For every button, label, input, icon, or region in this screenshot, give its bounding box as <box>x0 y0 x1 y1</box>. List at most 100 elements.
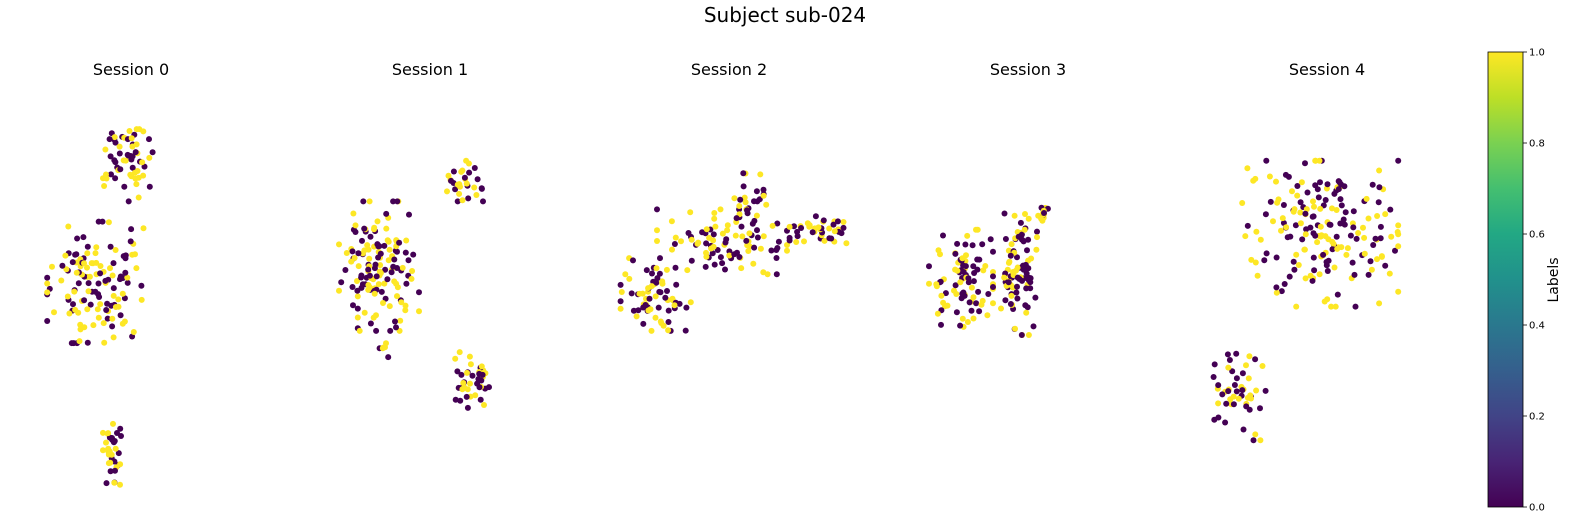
scatter-point <box>138 282 145 289</box>
scatter-point <box>976 308 983 315</box>
scatter-point <box>1211 361 1218 368</box>
scatter-point <box>975 288 982 295</box>
scatter-point <box>70 301 76 308</box>
scatter-point <box>722 266 728 273</box>
scatter-point <box>471 184 478 191</box>
scatter-point <box>460 380 467 386</box>
scatter-point <box>132 251 138 258</box>
scatter-point <box>764 271 771 278</box>
scatter-point <box>744 207 750 214</box>
scatter-point <box>664 288 670 294</box>
scatter-point <box>618 289 625 295</box>
scatter-point <box>365 266 372 273</box>
panel-session-4: Session 4 <box>1210 60 1402 444</box>
scatter-point <box>375 281 382 288</box>
scatter-point <box>717 254 724 261</box>
scatter-point <box>1329 205 1335 212</box>
scatter-point <box>140 225 147 232</box>
scatter-point <box>383 225 390 232</box>
scatter-point <box>724 227 731 234</box>
scatter-point <box>1368 266 1375 273</box>
scatter-point <box>753 212 760 219</box>
scatter-point <box>111 438 118 444</box>
scatter-point <box>402 302 409 309</box>
scatter-point <box>459 386 466 393</box>
scatter-point <box>794 233 801 240</box>
scatter-point <box>769 222 776 229</box>
scatter-point <box>1297 209 1304 216</box>
scatter-point <box>452 396 459 403</box>
scatter-point <box>688 236 695 243</box>
scatter-point <box>378 288 385 295</box>
scatter-point <box>741 194 748 201</box>
scatter-point <box>116 150 123 157</box>
scatter-point <box>1335 186 1342 193</box>
scatter-point <box>731 195 738 202</box>
scatter-point <box>1332 303 1339 310</box>
scatter-point <box>646 295 653 302</box>
colorbar-tick-label: 0.8 <box>1529 139 1545 150</box>
scatter-point <box>1317 179 1323 186</box>
scatter-point <box>1376 184 1383 191</box>
scatter-point <box>1002 297 1009 304</box>
scatter-point <box>399 264 406 271</box>
scatter-point <box>746 243 753 250</box>
scatter-point <box>736 203 743 209</box>
scatter-point <box>990 300 996 307</box>
scatter-point <box>1350 208 1357 215</box>
scatter-point <box>361 225 368 232</box>
scatter-point <box>751 198 757 205</box>
scatter-point <box>970 294 977 301</box>
scatter-point <box>112 304 119 310</box>
scatter-point <box>1333 207 1340 213</box>
scatter-point <box>90 322 97 329</box>
scatter-point <box>739 233 746 240</box>
scatter-point <box>382 295 389 302</box>
scatter-point <box>1365 215 1372 222</box>
scatter-point <box>1309 277 1316 284</box>
scatter-point <box>757 171 764 178</box>
scatter-point <box>1320 251 1327 258</box>
scatter-point <box>129 333 136 340</box>
scatter-point <box>131 169 138 176</box>
scatter-point <box>84 243 91 250</box>
scatter-point <box>86 273 93 280</box>
scatter-point <box>84 264 90 271</box>
scatter-point <box>76 338 83 345</box>
scatter-point <box>801 238 807 245</box>
scatter-point <box>1386 270 1393 277</box>
panel-title-1: Session 1 <box>392 60 468 79</box>
scatter-point <box>354 287 361 294</box>
scatter-point <box>685 230 692 236</box>
scatter-point <box>1297 220 1304 227</box>
scatter-point <box>102 146 109 153</box>
scatter-point <box>117 312 124 319</box>
scatter-point <box>654 275 661 282</box>
scatter-point <box>459 197 466 204</box>
scatter-point <box>1041 210 1047 216</box>
scatter-point <box>1363 195 1370 202</box>
scatter-point <box>69 259 76 266</box>
scatter-point <box>1030 323 1037 330</box>
scatter-point <box>786 223 793 230</box>
scatter-point <box>343 250 350 256</box>
scatter-point <box>383 210 390 217</box>
scatter-point <box>840 219 847 225</box>
scatter-point <box>382 266 389 273</box>
scatter-point <box>1281 281 1288 287</box>
scatter-point <box>372 261 379 268</box>
scatter-point <box>406 211 412 218</box>
scatter-point <box>1360 224 1366 231</box>
scatter-point <box>630 257 636 264</box>
scatter-point <box>954 240 961 247</box>
scatter-point <box>103 480 110 487</box>
scatter-point <box>95 314 102 321</box>
scatter-point <box>773 271 780 278</box>
scatter-point <box>984 312 991 319</box>
scatter-point <box>653 279 660 286</box>
scatter-points-4 <box>1210 157 1402 444</box>
scatter-point <box>959 315 966 322</box>
scatter-point <box>1239 387 1246 394</box>
scatter-point <box>72 251 79 258</box>
scatter-point <box>1231 382 1238 388</box>
